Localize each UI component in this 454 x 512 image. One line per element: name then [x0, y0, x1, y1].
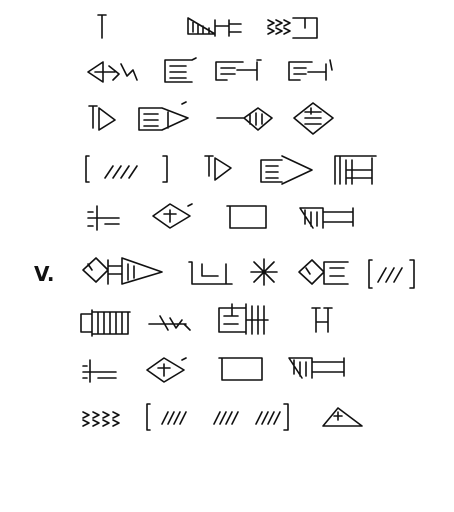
cuneiform-sign-group — [148, 315, 191, 331]
cuneiform-sign-group — [138, 101, 189, 131]
cuneiform-sign-group — [288, 59, 333, 81]
cuneiform-sign-group — [80, 309, 131, 337]
cuneiform-sign-group — [226, 205, 267, 229]
cuneiform-sign-group — [87, 61, 138, 83]
cuneiform-sign-group — [82, 411, 120, 427]
cuneiform-sign-group — [267, 17, 318, 39]
cuneiform-sign-group — [298, 259, 349, 285]
cuneiform-sign-group — [218, 303, 269, 335]
cuneiform-sign-group — [204, 155, 232, 181]
cuneiform-sign-group — [215, 59, 262, 81]
cuneiform-sign-group — [152, 203, 193, 229]
cuneiform-sign-group — [188, 261, 233, 285]
cuneiform-sign-group — [216, 107, 273, 131]
cuneiform-sign-group — [164, 57, 197, 83]
cuneiform-sign-vertical-wedge — [97, 14, 107, 39]
cuneiform-sign-star — [250, 258, 278, 286]
cuneiform-sign-group — [288, 357, 345, 379]
cuneiform-sign-group — [311, 307, 333, 333]
cuneiform-sign-group — [334, 155, 377, 185]
cuneiform-sign-group — [260, 155, 313, 185]
cuneiform-sign-group — [82, 257, 163, 285]
cuneiform-sign-group — [322, 407, 363, 427]
cuneiform-sign-group — [299, 207, 354, 229]
cuneiform-sign-group — [218, 357, 263, 381]
cuneiform-sign-group — [82, 359, 117, 383]
cuneiform-sign-broken-passage — [368, 259, 415, 289]
cuneiform-sign-broken-passage — [85, 155, 168, 183]
cuneiform-sign-group — [187, 17, 242, 37]
cuneiform-sign-group — [88, 105, 116, 131]
cuneiform-sign-group — [87, 205, 120, 231]
section-label: V. — [34, 262, 55, 286]
cuneiform-sign-group — [146, 357, 187, 383]
cuneiform-sign-group — [293, 102, 334, 135]
cuneiform-sign-broken-passage — [146, 403, 289, 431]
